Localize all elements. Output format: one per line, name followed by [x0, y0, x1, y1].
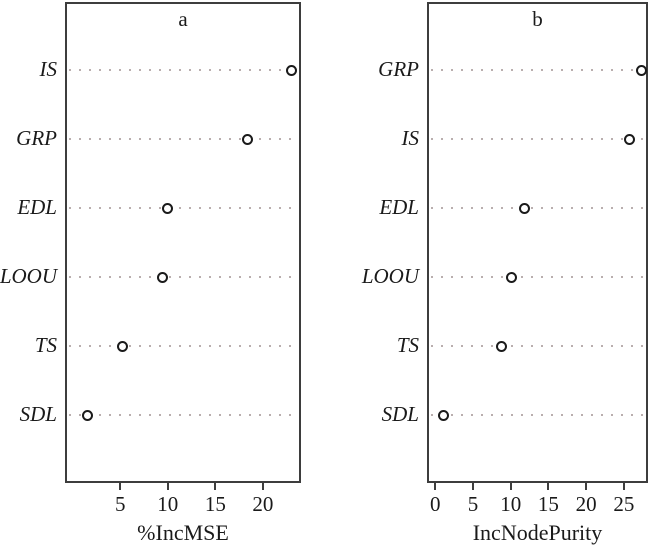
- x-axis-tick-label: 20: [252, 492, 274, 516]
- x-axis-tick: [214, 483, 217, 490]
- panel-b-plot-box: b: [427, 2, 648, 483]
- category-label-edl: EDL: [17, 195, 57, 219]
- x-axis-tick: [434, 483, 437, 490]
- data-point-sdl: [438, 409, 450, 421]
- data-point-sdl: [82, 409, 94, 421]
- x-axis-tick-label: 5: [467, 492, 479, 516]
- x-axis-tick: [585, 483, 588, 490]
- x-axis-tick: [166, 483, 169, 490]
- x-axis-tick-label: 15: [537, 492, 559, 516]
- category-label-loou: LOOU: [361, 264, 419, 288]
- x-axis-tick: [261, 483, 264, 490]
- data-point-loou: [505, 271, 517, 283]
- category-label-loou: LOOU: [0, 264, 57, 288]
- data-point-edl: [518, 202, 530, 214]
- x-axis-tick: [622, 483, 625, 490]
- category-label-grp: GRP: [16, 126, 57, 150]
- grid-line: [69, 414, 297, 416]
- grid-line: [69, 138, 297, 140]
- data-point-is: [285, 64, 297, 76]
- data-point-is: [624, 133, 636, 145]
- data-point-edl: [162, 202, 174, 214]
- grid-line: [431, 414, 644, 416]
- panel-b-x-axis-label: IncNodePurity: [472, 520, 603, 545]
- category-label-is: IS: [401, 126, 420, 150]
- panel-a-plot-box: a: [65, 2, 301, 483]
- x-axis-tick-label: 5: [114, 492, 126, 516]
- x-axis-tick-label: 10: [500, 492, 522, 516]
- category-label-grp: GRP: [378, 57, 419, 81]
- grid-line: [69, 276, 297, 278]
- x-axis-tick: [119, 483, 122, 490]
- grid-line: [431, 207, 644, 209]
- grid-line: [69, 69, 297, 71]
- data-point-ts: [496, 340, 508, 352]
- data-point-grp: [635, 64, 647, 76]
- data-point-loou: [156, 271, 168, 283]
- panel-a-title: a: [178, 7, 188, 31]
- grid-line: [431, 69, 644, 71]
- category-label-sdl: SDL: [19, 402, 57, 426]
- grid-line: [431, 276, 644, 278]
- x-axis-tick-label: 0: [430, 492, 441, 516]
- grid-line: [69, 345, 297, 347]
- x-axis-tick-label: 20: [575, 492, 597, 516]
- panel-a-x-axis-label: %IncMSE: [137, 520, 229, 545]
- category-label-edl: EDL: [379, 195, 419, 219]
- x-axis-tick-label: 15: [204, 492, 226, 516]
- grid-line: [69, 207, 297, 209]
- grid-line: [431, 345, 644, 347]
- x-axis-tick-label: 10: [157, 492, 179, 516]
- category-label-ts: TS: [34, 333, 57, 357]
- data-point-grp: [242, 133, 254, 145]
- grid-line: [431, 138, 644, 140]
- category-label-is: IS: [39, 57, 58, 81]
- data-point-ts: [116, 340, 128, 352]
- x-axis-tick: [509, 483, 512, 490]
- x-axis-tick-label: 25: [613, 492, 635, 516]
- category-label-ts: TS: [396, 333, 419, 357]
- category-label-sdl: SDL: [381, 402, 419, 426]
- panel-b-title: b: [532, 7, 543, 31]
- x-axis-tick: [472, 483, 474, 490]
- x-axis-tick: [547, 483, 550, 490]
